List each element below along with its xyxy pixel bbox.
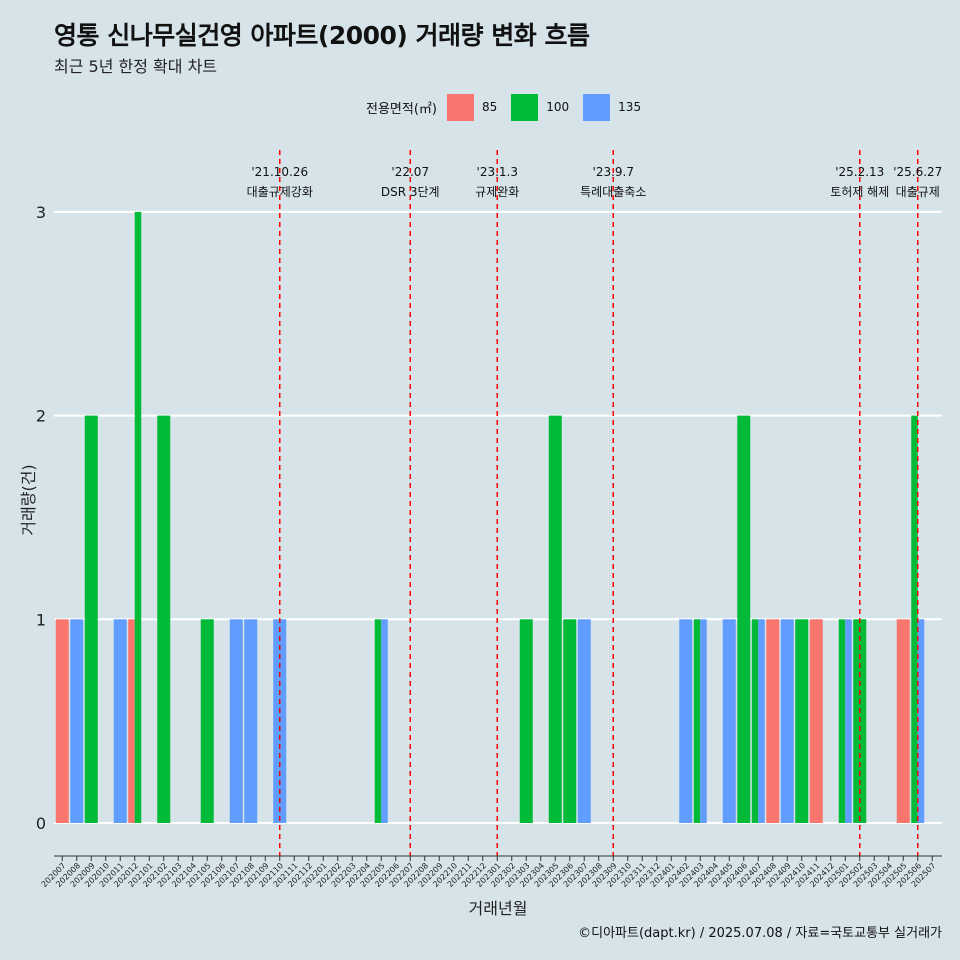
bar-202205-135 [381, 619, 388, 823]
event-date-label: '22.07 [391, 165, 429, 179]
y-axis-title: 거래량(건) [19, 464, 38, 535]
annotations: '21.10.26 대출규제강화 '22.07 DSR 3단계 '23.1.3 규제완화 '… [247, 150, 942, 856]
event-label: 특례대출축소 [580, 185, 646, 199]
bar-202105-100 [200, 619, 214, 823]
bar-202107-135 [229, 619, 243, 823]
event-label: 규제완화 [475, 185, 519, 199]
bar-202405-135 [722, 619, 736, 823]
bar-202410-100 [795, 619, 809, 823]
event-label: DSR 3단계 [381, 185, 440, 199]
bar-202402-135 [679, 619, 693, 823]
bar-202303-100 [519, 619, 533, 823]
bar-202011-135 [113, 619, 127, 823]
chart-subtitle: 최근 5년 한정 확대 차트 [54, 57, 218, 76]
bar-202205-100 [374, 619, 382, 823]
legend-label-85: 85 [481, 100, 498, 114]
legend-swatch-85 [446, 93, 474, 121]
bar-202406-100 [737, 415, 751, 823]
y-tick-label: 1 [36, 610, 46, 629]
bar-202012-85 [128, 619, 135, 823]
event-date-label: '25.6.27 [893, 165, 942, 179]
bar-202307-135 [577, 619, 591, 823]
event-label: 토허제 해제 [830, 185, 889, 199]
bar-202501-135 [845, 619, 852, 823]
bar-202506-135 [917, 619, 925, 823]
bars [55, 211, 925, 823]
legend-title: 전용면적(㎡) [366, 101, 437, 117]
bar-202007-85 [55, 619, 69, 823]
y-tick-label: 3 [36, 203, 46, 222]
event-date-label: '25.2.13 [835, 165, 884, 179]
legend-label-100: 100 [546, 100, 570, 114]
legend-swatch-100 [511, 93, 539, 121]
bar-202008-135 [70, 619, 84, 823]
bar-202505-85 [896, 619, 910, 823]
legend-swatch-135 [583, 93, 611, 121]
y-tick-label: 0 [36, 814, 46, 833]
event-label: 대출규제 [896, 185, 940, 199]
bar-202407-100 [751, 619, 759, 823]
legend-label-135: 135 [618, 100, 642, 114]
bar-202009-100 [84, 415, 98, 823]
event-date-label: '21.10.26 [251, 165, 308, 179]
bar-202411-85 [809, 619, 823, 823]
bar-202012-100 [134, 211, 142, 823]
x-axis-title: 거래년월 [469, 899, 528, 918]
bar-202407-135 [758, 619, 765, 823]
bar-202501-100 [838, 619, 846, 823]
bar-202409-135 [780, 619, 794, 823]
bar-202408-85 [766, 619, 780, 823]
bar-202102-100 [157, 415, 171, 823]
legend: 전용면적(㎡) 85 100 135 [366, 93, 655, 121]
y-tick-label: 2 [36, 407, 46, 426]
bar-202306-100 [563, 619, 577, 823]
bar-202403-100 [693, 619, 701, 823]
event-date-label: '23.1.3 [477, 165, 518, 179]
event-label: 대출규제강화 [247, 185, 313, 199]
bar-202108-135 [244, 619, 258, 823]
bar-202305-100 [548, 415, 562, 823]
event-date-label: '23.9.7 [593, 165, 634, 179]
chart-title: 영통 신나무실건영 아파트(2000) 거래량 변화 흐름 [54, 21, 590, 50]
bar-202506-100 [911, 415, 918, 823]
source-caption: ©디아파트(dapt.kr) / 2025.07.08 / 자료=국토교통부 실… [578, 926, 942, 941]
bar-202403-135 [700, 619, 707, 823]
